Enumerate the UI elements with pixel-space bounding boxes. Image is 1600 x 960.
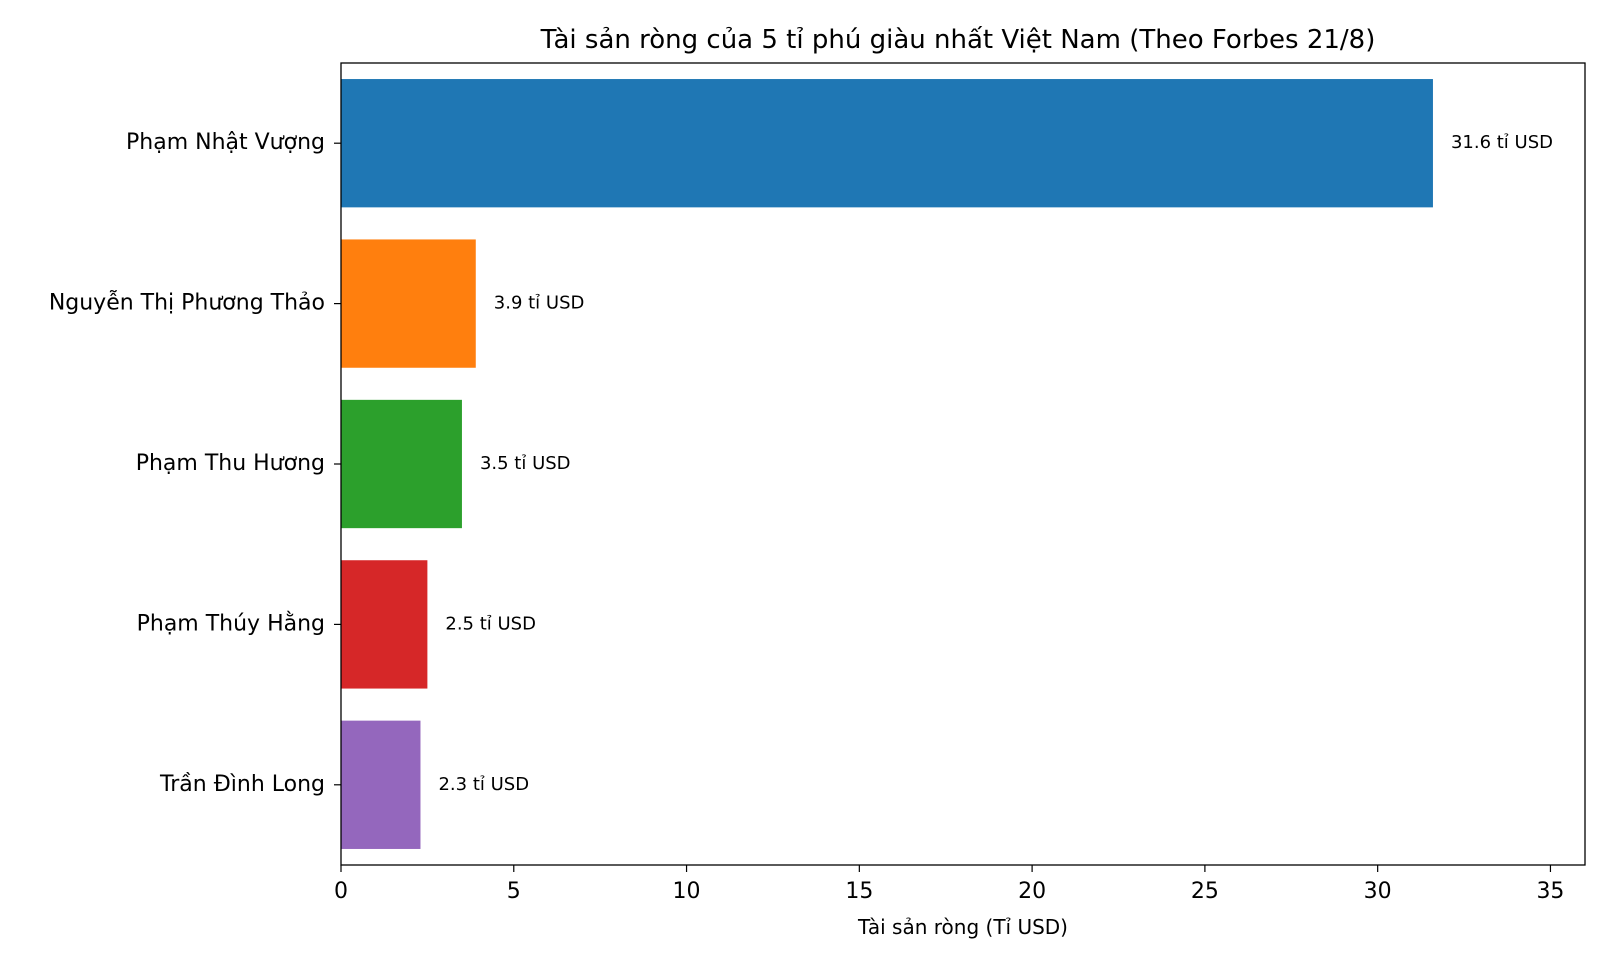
x-tick-label-5: 25 [1191,879,1219,904]
chart-title: Tài sản ròng của 5 tỉ phú giàu nhất Việt… [540,25,1376,55]
x-tick-label-1: 5 [507,879,521,904]
x-tick-label-2: 10 [673,879,701,904]
x-tick-label-7: 35 [1536,879,1564,904]
plot-frame [340,62,1586,866]
data-label-0: 31.6 tỉ USD [1451,132,1553,153]
category-label-4: Trần Đình Long [159,772,325,797]
x-tick-label-0: 0 [334,879,348,904]
bar-1 [341,239,476,368]
x-tick-label-6: 30 [1364,879,1392,904]
bars-layer: 31.6 tỉ USD 3.9 tỉ USD 3.5 tỉ USD 2.5 tỉ US… [341,79,1553,849]
category-label-0: Phạm Nhật Vượng [126,130,325,155]
bar-4 [341,720,421,849]
bar-0 [341,79,1433,208]
x-tick-label-4: 20 [1018,879,1046,904]
category-label-3: Phạm Thúy Hằng [137,611,325,636]
category-label-1: Nguyễn Thị Phương Thảo [49,290,325,316]
bar-2 [341,399,462,529]
category-label-2: Phạm Thu Hương [136,451,325,476]
data-label-1: 3.9 tỉ USD [494,293,585,314]
x-axis-label: Tài sản ròng (Tỉ USD) [857,915,1068,939]
y-axis-categories: Phạm Nhật Vượng Nguyễn Thị Phương Thảo Phạ… [49,130,341,797]
data-label-4: 2.3 tỉ USD [438,774,529,795]
x-axis-ticks: 0 5 10 15 20 25 30 35 [334,865,1564,904]
bar-3 [341,560,428,689]
x-tick-label-3: 15 [845,879,873,904]
data-label-3: 2.5 tỉ USD [445,613,536,634]
data-label-2: 3.5 tỉ USD [480,453,571,474]
